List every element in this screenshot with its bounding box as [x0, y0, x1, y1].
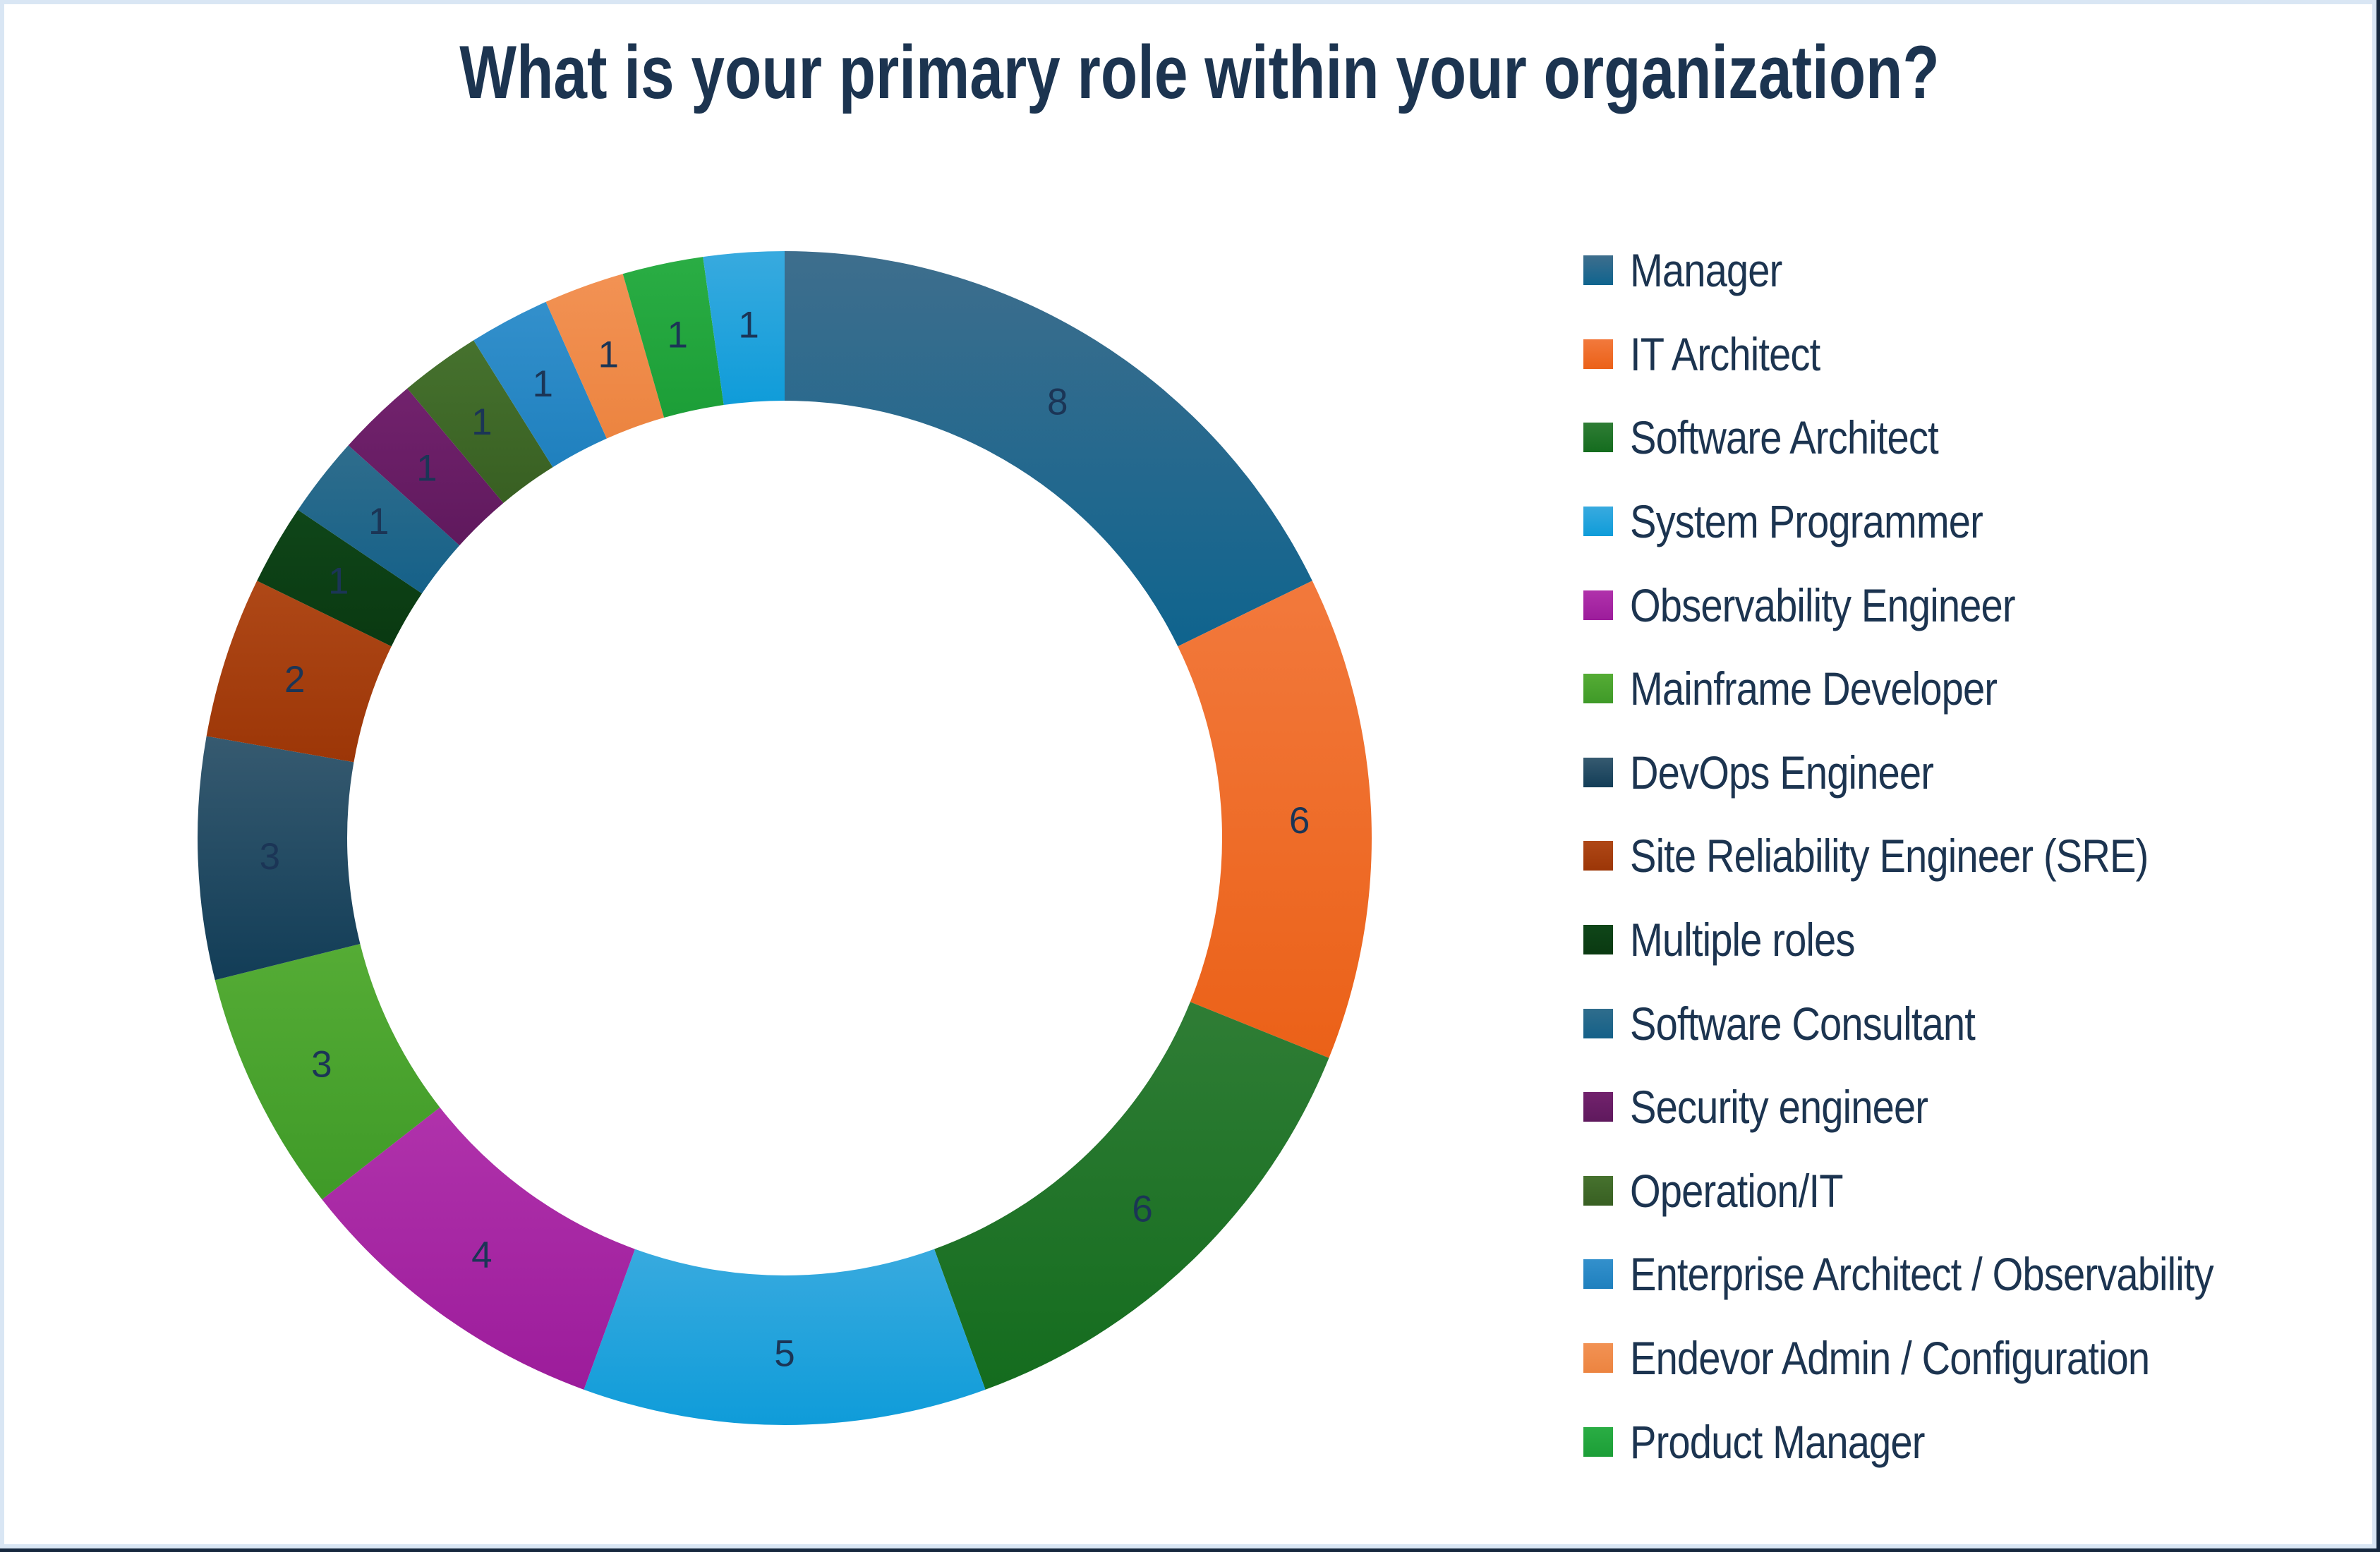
donut-slice-observability-engineer	[322, 1107, 635, 1390]
slice-value-label: 5	[774, 1333, 795, 1375]
donut-slice-endevor-admin-configuration	[545, 274, 665, 439]
donut-slice-operation-it	[407, 340, 553, 504]
legend-label: IT Architect	[1630, 327, 1820, 380]
legend-item: Mainframe Developer	[1583, 647, 2316, 731]
legend-item: Operation/IT	[1583, 1149, 2316, 1233]
donut-slice-devops-engineer	[197, 736, 361, 981]
slice-value-label: 4	[471, 1235, 492, 1276]
donut-slice-enterprise-architect-observability	[473, 301, 607, 468]
legend-swatch	[1583, 841, 1613, 871]
slice-value-label: 8	[1047, 381, 1068, 423]
slice-value-label: 2	[284, 659, 305, 701]
legend-label: Security engineer	[1630, 1081, 1928, 1134]
legend-swatch	[1583, 590, 1613, 620]
slice-value-label: 1	[328, 561, 349, 602]
legend-swatch	[1583, 1092, 1613, 1122]
legend-label: Multiple roles	[1630, 914, 1855, 966]
donut-slice-product-manager	[622, 257, 724, 418]
legend-swatch	[1583, 423, 1613, 453]
slice-value-label: 6	[1132, 1189, 1152, 1230]
legend-label: System Programmer	[1630, 495, 1983, 548]
legend-label: Operation/IT	[1630, 1164, 1843, 1217]
legend-swatch	[1583, 1175, 1613, 1206]
legend-swatch	[1583, 1259, 1613, 1290]
legend-swatch	[1583, 757, 1613, 787]
legend-swatch	[1583, 1426, 1613, 1457]
donut-slice-security-engineer	[348, 388, 504, 546]
legend-swatch	[1583, 925, 1613, 955]
slice-value-label: 1	[471, 401, 492, 443]
donut-slice-system-programmer	[584, 1249, 986, 1425]
slice-value-label: 3	[260, 836, 280, 878]
legend-item: Software Architect	[1583, 396, 2316, 480]
legend-label: Enterprise Architect / Observability	[1630, 1248, 2214, 1301]
slice-value-label: 1	[738, 304, 759, 346]
legend-item: Endevor Admin / Configuration	[1583, 1316, 2316, 1400]
legend-item: Manager	[1583, 229, 2316, 313]
legend-swatch	[1583, 674, 1613, 704]
slice-value-label: 1	[598, 334, 619, 376]
legend-swatch	[1583, 507, 1613, 537]
legend-item: Site Reliability Engineer (SRE)	[1583, 814, 2316, 898]
legend-item: System Programmer	[1583, 480, 2316, 564]
donut-slice-software-consultant	[298, 445, 460, 594]
slice-value-label: 1	[533, 363, 553, 405]
slice-value-label: 3	[311, 1044, 332, 1086]
donut-slice-site-reliability-engineer-sre	[206, 581, 392, 763]
legend-label: Site Reliability Engineer (SRE)	[1630, 830, 2149, 883]
legend-item: Product Manager	[1583, 1400, 2316, 1484]
donut-slice-multiple-roles	[257, 509, 422, 647]
legend-item: Enterprise Architect / Observability	[1583, 1232, 2316, 1316]
legend-item: Security engineer	[1583, 1065, 2316, 1149]
donut-slice-mainframe-developer	[215, 943, 440, 1200]
legend-label: Software Architect	[1630, 411, 1939, 464]
legend-swatch	[1583, 339, 1613, 369]
legend-label: Manager	[1630, 244, 1782, 297]
legend-item: Observability Engineer	[1583, 563, 2316, 647]
legend-label: Software Consultant	[1630, 997, 1976, 1050]
legend-item: Software Consultant	[1583, 981, 2316, 1065]
donut-slice-manager	[785, 250, 1312, 647]
legend-label: Product Manager	[1630, 1415, 1925, 1468]
legend-swatch	[1583, 255, 1613, 286]
donut-slice-unlabeled	[703, 251, 785, 406]
chart-title: What is your primary role within your or…	[459, 30, 1940, 114]
legend-item: Multiple roles	[1583, 898, 2316, 982]
legend-item: IT Architect	[1583, 313, 2316, 396]
legend-label: Mainframe Developer	[1630, 662, 1998, 715]
slice-value-label: 1	[667, 315, 687, 356]
legend-label: Endevor Admin / Configuration	[1630, 1332, 2150, 1385]
donut-slice-software-architect	[934, 1002, 1329, 1390]
legend-swatch	[1583, 1008, 1613, 1038]
legend-label: DevOps Engineer	[1630, 746, 1934, 799]
slice-value-label: 6	[1289, 800, 1310, 842]
legend-swatch	[1583, 1343, 1613, 1374]
slice-value-label: 1	[416, 447, 437, 489]
legend-item: DevOps Engineer	[1583, 731, 2316, 815]
legend-label: Observability Engineer	[1630, 578, 2016, 631]
slice-value-label: 1	[368, 501, 389, 542]
chart-legend: Manager IT Architect Software Architect Sys…	[1583, 229, 2316, 1484]
donut-slice-it-architect	[1178, 581, 1372, 1058]
